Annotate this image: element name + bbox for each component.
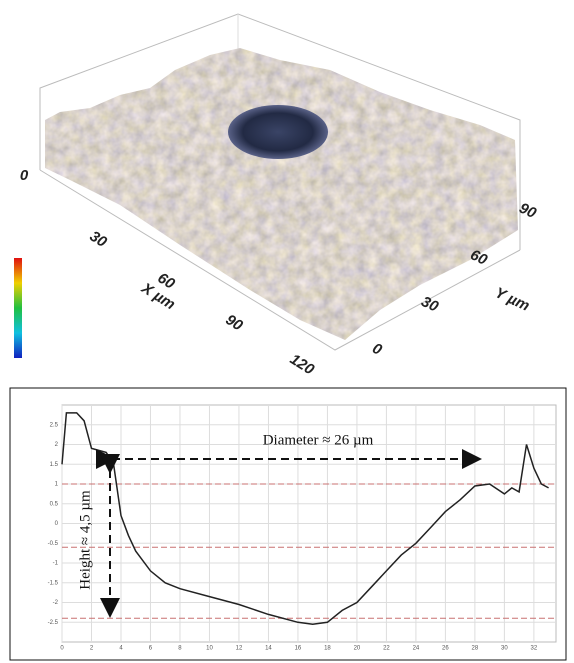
- x-tick-label: 120: [287, 351, 318, 379]
- y-tick-label: 0: [55, 521, 59, 527]
- x-tick-label: 24: [413, 646, 420, 652]
- figure: 30609012003060900X µmY µm -2.5-2-1.5-1-0…: [0, 0, 574, 663]
- diameter-label: Diameter ≈ 26 µm: [263, 432, 374, 448]
- y-tick-label: 0: [370, 340, 385, 359]
- x-tick-label: 90: [222, 311, 246, 335]
- x-tick-label: 14: [265, 646, 272, 652]
- x-tick-label: 6: [149, 646, 153, 652]
- z-tick-label: 0: [20, 167, 29, 184]
- x-tick-label: 12: [236, 646, 243, 652]
- y-tick-label: 2: [55, 442, 59, 448]
- x-tick-label: 8: [178, 646, 182, 652]
- y-tick-label: 2.5: [50, 422, 59, 428]
- x-tick-label: 22: [383, 646, 390, 652]
- y-tick-label: -1: [53, 561, 59, 567]
- x-tick-label: 30: [501, 646, 508, 652]
- y-axis-label: Y µm: [492, 284, 532, 315]
- y-tick-label: 0.5: [50, 501, 59, 507]
- x-tick-label: 16: [295, 646, 302, 652]
- x-tick-label: 18: [324, 646, 331, 652]
- x-tick-label: 4: [119, 646, 123, 652]
- y-tick-label: -2.5: [48, 620, 59, 626]
- y-tick-label: -1.5: [48, 580, 59, 586]
- x-tick-label: 0: [60, 646, 64, 652]
- x-tick-label: 2: [90, 646, 94, 652]
- x-tick-label: 10: [206, 646, 213, 652]
- y-tick-label: 30: [419, 293, 442, 316]
- x-tick-label: 20: [354, 646, 361, 652]
- x-tick-label: 30: [87, 228, 111, 252]
- y-tick-label: 1.5: [50, 462, 59, 468]
- x-tick-label: 26: [442, 646, 449, 652]
- y-tick-label: 1: [55, 482, 59, 488]
- y-tick-label: -0.5: [48, 541, 59, 547]
- y-tick-label: -2: [53, 600, 59, 606]
- surface: [45, 48, 518, 340]
- x-tick-label: 32: [531, 646, 538, 652]
- height-label: Height ≈ 4,5 µm: [77, 490, 93, 590]
- color-bar: [14, 258, 22, 358]
- crater: [228, 105, 328, 159]
- x-tick-label: 28: [472, 646, 479, 652]
